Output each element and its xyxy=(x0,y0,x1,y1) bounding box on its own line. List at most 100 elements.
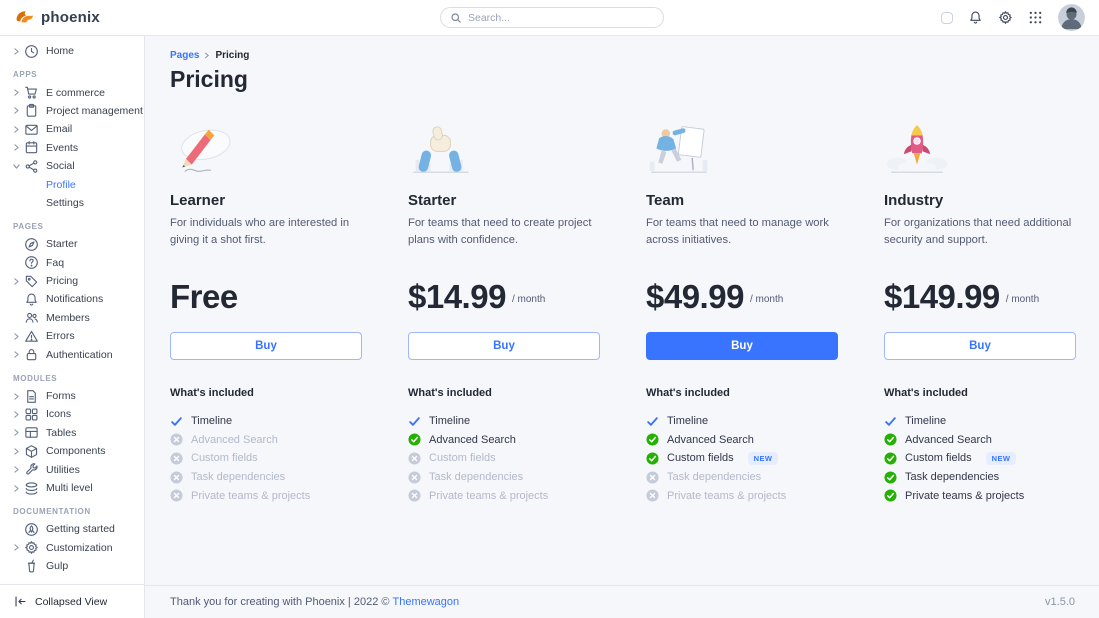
feature-item: Private teams & projects xyxy=(408,486,600,505)
feature-item: Timeline xyxy=(884,412,1076,431)
users-icon xyxy=(24,310,39,325)
plan-description: For teams that need to manage work acros… xyxy=(646,217,829,246)
page-title: Pricing xyxy=(170,66,248,92)
settings-button[interactable] xyxy=(998,10,1013,25)
feature-label: Custom fields xyxy=(191,452,258,465)
feature-label: Private teams & projects xyxy=(667,489,787,502)
brand[interactable]: phoenix xyxy=(14,7,100,28)
sidebar-item-tables[interactable]: Tables xyxy=(13,424,144,442)
x-circle-icon xyxy=(170,489,183,502)
shapes-icon xyxy=(24,407,39,422)
sidebar-item-label: Errors xyxy=(46,330,75,343)
footer-link[interactable]: Themewagon xyxy=(392,596,460,608)
sidebar-item-settings[interactable]: Settings xyxy=(46,196,84,209)
feature-label: Task dependencies xyxy=(429,471,524,484)
chevron-down-icon xyxy=(13,163,24,170)
sidebar-item-label: E commerce xyxy=(46,86,105,99)
feature-label: Task dependencies xyxy=(667,471,762,484)
sidebar-section-label: PAGES xyxy=(13,222,44,232)
breadcrumb: Pages Pricing xyxy=(170,50,1075,61)
buy-button[interactable]: Buy xyxy=(884,332,1076,360)
sidebar-item-pricing[interactable]: Pricing xyxy=(13,272,144,290)
chevron-right-icon xyxy=(13,484,24,492)
included-title: What's included xyxy=(408,387,492,399)
chevron-right-icon xyxy=(13,351,24,358)
plan-price: $149.99 xyxy=(884,278,1000,315)
sidebar-item-label: Social xyxy=(46,160,75,173)
bell-icon xyxy=(968,10,983,25)
tag-icon xyxy=(24,274,39,289)
new-badge: NEW xyxy=(747,451,779,465)
feature-label: Private teams & projects xyxy=(191,489,311,502)
sidebar-item-faq[interactable]: Faq xyxy=(13,254,144,272)
sidebar-item-customization[interactable]: Customization xyxy=(13,539,144,557)
sidebar-item-email[interactable]: Email xyxy=(13,120,144,138)
sidebar-item-social[interactable]: Social xyxy=(13,157,144,175)
chevron-right-icon xyxy=(13,89,24,96)
feature-list: Timeline Advanced Search Custom fields Task… xyxy=(408,412,600,505)
footer-left: Thank you for creating with Phoenix | 20… xyxy=(170,596,459,608)
share-icon xyxy=(24,159,39,174)
breadcrumb-pages-link[interactable]: Pages xyxy=(170,50,200,61)
sidebar-item-events[interactable]: Events xyxy=(13,139,144,157)
sidebar-item-members[interactable]: Members xyxy=(13,309,144,327)
collapsed-view-toggle[interactable]: Collapsed View xyxy=(0,584,144,618)
sidebar-item-components[interactable]: Components xyxy=(13,442,144,460)
plan-price-period: / month xyxy=(749,293,784,305)
feature-label: Timeline xyxy=(905,415,947,428)
sidebar-item-label: Starter xyxy=(46,238,78,251)
phoenix-logo-icon xyxy=(14,7,35,28)
x-circle-icon xyxy=(408,471,421,484)
theme-toggle[interactable] xyxy=(941,11,953,24)
sidebar-item-label: Customization xyxy=(46,541,113,554)
plan-description: For organizations that need additional s… xyxy=(884,217,1072,246)
sidebar-nav: Home APPS E commerce Project management Emai… xyxy=(0,36,144,584)
global-search[interactable] xyxy=(440,7,664,28)
included-title: What's included xyxy=(170,387,254,399)
sidebar-item-home[interactable]: Home xyxy=(13,42,144,60)
x-circle-icon xyxy=(170,433,183,446)
sidebar-item-label: Icons xyxy=(46,408,72,421)
feature-item: Timeline xyxy=(170,412,362,431)
gear-icon xyxy=(24,540,39,555)
sidebar-item-notifications[interactable]: Notifications xyxy=(13,290,144,308)
sidebar-item-multi-level[interactable]: Multi level xyxy=(13,479,144,497)
sidebar-item-authentication[interactable]: Authentication xyxy=(13,345,144,363)
plan-description: For teams that need to create project pl… xyxy=(408,217,592,246)
file-icon xyxy=(24,389,39,404)
feature-item: Private teams & projects xyxy=(170,486,362,505)
sidebar-item-gulp[interactable]: Gulp xyxy=(13,557,144,575)
compass-icon xyxy=(24,237,39,252)
sidebar-item-utilities[interactable]: Utilities xyxy=(13,460,144,478)
feature-item: Advanced Search xyxy=(408,431,600,450)
collapse-icon xyxy=(14,595,27,608)
sidebar-item-starter[interactable]: Starter xyxy=(13,235,144,253)
footer: Thank you for creating with Phoenix | 20… xyxy=(145,585,1099,618)
sidebar-item-forms[interactable]: Forms xyxy=(13,387,144,405)
sidebar-item-errors[interactable]: Errors xyxy=(13,327,144,345)
layers-icon xyxy=(24,481,39,496)
check-circle-icon xyxy=(884,452,897,465)
feature-item: Task dependencies xyxy=(646,468,838,487)
avatar[interactable] xyxy=(1058,4,1085,31)
sidebar-item-label: Authentication xyxy=(46,348,113,361)
buy-button[interactable]: Buy xyxy=(170,332,362,360)
sidebar-item-project-management[interactable]: Project management xyxy=(13,102,144,120)
sidebar-item-label: Events xyxy=(46,141,79,154)
feature-label: Advanced Search xyxy=(905,433,992,446)
plan-name: Learner xyxy=(170,192,226,209)
sidebar-item-profile[interactable]: Profile xyxy=(46,178,76,191)
sidebar-item-icons[interactable]: Icons xyxy=(13,405,144,423)
feature-label: Private teams & projects xyxy=(429,489,549,502)
sidebar-item-e-commerce[interactable]: E commerce xyxy=(13,83,144,101)
notifications-button[interactable] xyxy=(968,10,983,25)
breadcrumb-current: Pricing xyxy=(215,50,250,61)
feature-item: Custom fields xyxy=(408,449,600,468)
sidebar-item-getting-started[interactable]: Getting started xyxy=(13,520,144,538)
buy-button[interactable]: Buy xyxy=(646,332,838,360)
search-input[interactable] xyxy=(468,11,654,24)
sidebar-item-label: Getting started xyxy=(46,523,115,536)
pricing-plan-team: Team For teams that need to manage work a… xyxy=(646,119,838,505)
apps-grid-button[interactable] xyxy=(1028,10,1043,25)
buy-button[interactable]: Buy xyxy=(408,332,600,360)
